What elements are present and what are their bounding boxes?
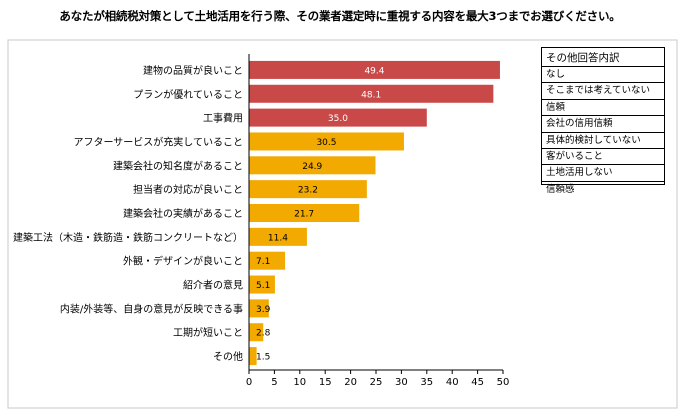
x-tick-label-10: 50 bbox=[497, 377, 510, 388]
bar-1 bbox=[249, 84, 494, 103]
bar-12 bbox=[249, 347, 257, 366]
bar-0 bbox=[249, 60, 500, 79]
x-tick-label-0: 0 bbox=[246, 377, 252, 388]
other-answer-item-4: 具体的検討していない bbox=[542, 133, 664, 149]
bars-layer bbox=[249, 60, 500, 366]
bar-6 bbox=[249, 204, 360, 222]
x-tick-label-6: 30 bbox=[395, 377, 408, 388]
bar-2 bbox=[249, 108, 427, 127]
category-label-11: 工期が短いこと bbox=[173, 326, 243, 339]
category-label-2: 工事費用 bbox=[203, 112, 243, 125]
category-label-7: 建築工法（木造・鉄筋造・鉄筋コンクリートなど） bbox=[13, 231, 243, 244]
other-answer-item-0: なし bbox=[542, 67, 664, 84]
category-label-3: アフターサービスが充実していること bbox=[74, 135, 244, 148]
bar-10 bbox=[249, 299, 269, 318]
value-label-11: 2.8 bbox=[256, 329, 271, 339]
value-label-3: 30.5 bbox=[316, 138, 336, 148]
other-answer-item-2: 信頼 bbox=[542, 100, 664, 117]
other-answer-item-1: そこまでは考えていない bbox=[542, 83, 664, 100]
value-label-2: 35.0 bbox=[328, 114, 348, 124]
x-tick-label-8: 40 bbox=[446, 377, 459, 388]
category-label-8: 外観・デザインが良いこと bbox=[123, 255, 243, 268]
category-label-12: その他 bbox=[213, 350, 243, 363]
other-answer-item-7: 信頼感 bbox=[546, 183, 575, 195]
bar-11 bbox=[249, 323, 264, 342]
value-label-9: 5.1 bbox=[256, 281, 270, 291]
x-tick-label-3: 15 bbox=[319, 377, 332, 388]
other-answer-item-6: 土地活用しない bbox=[542, 165, 664, 182]
other-answers-box: その他回答内訳 なし そこまでは考えていない 信頼 会社の信用信頼 具体的検討していない… bbox=[541, 47, 665, 195]
value-label-0: 49.4 bbox=[364, 66, 384, 76]
category-label-0: 建物の品質が良いこと bbox=[143, 64, 243, 77]
bar-4 bbox=[249, 156, 376, 175]
category-label-4: 建築会社の知名度があること bbox=[113, 159, 243, 172]
category-label-5: 担当者の対応が良いこと bbox=[133, 183, 243, 196]
x-tick-label-5: 25 bbox=[370, 377, 383, 388]
bar-5 bbox=[249, 180, 367, 199]
value-label-8: 7.1 bbox=[256, 257, 270, 267]
chart-frame bbox=[7, 39, 678, 409]
value-label-5: 23.2 bbox=[298, 186, 318, 196]
bar-7 bbox=[249, 227, 307, 246]
other-answers-list: なし そこまでは考えていない 信頼 会社の信用信頼 具体的検討していない 客がいること 土地… bbox=[542, 67, 664, 197]
bar-3 bbox=[249, 132, 404, 151]
chart-title: あなたが相続税対策として土地活用を行う際、その業者選定時に重視する内容を最大3つ… bbox=[59, 9, 621, 23]
value-label-6: 21.7 bbox=[294, 210, 314, 220]
value-label-12: 1.5 bbox=[256, 353, 270, 363]
value-label-1: 48.1 bbox=[361, 90, 381, 100]
value-label-4: 24.9 bbox=[302, 162, 322, 172]
other-answer-item-5: 客がいること bbox=[542, 149, 664, 166]
category-label-9: 紹介者の意見 bbox=[183, 279, 243, 292]
x-tick-label-9: 45 bbox=[471, 377, 484, 388]
category-label-6: 建築会社の実績があること bbox=[123, 207, 243, 220]
x-tick-label-2: 10 bbox=[293, 377, 306, 388]
category-label-10: 内装/外装等、自身の意見が反映できる事 bbox=[60, 302, 243, 315]
category-label-1: プランが優れていること bbox=[133, 88, 243, 101]
value-label-10: 3.9 bbox=[256, 305, 271, 315]
bar-9 bbox=[249, 275, 275, 294]
axis-layer: 建物の品質が良いこと 49.4 プランが優れていること 48.1 工事費用 35.0 アフタ… bbox=[13, 54, 509, 388]
other-answers-title: その他回答内訳 bbox=[542, 48, 664, 67]
other-answer-item-3: 会社の信用信頼 bbox=[542, 116, 664, 133]
x-tick-label-7: 35 bbox=[420, 377, 433, 388]
x-tick-label-4: 20 bbox=[344, 377, 357, 388]
x-tick-label-1: 5 bbox=[271, 377, 277, 388]
value-label-7: 11.4 bbox=[268, 233, 288, 243]
bar-8 bbox=[249, 251, 286, 270]
